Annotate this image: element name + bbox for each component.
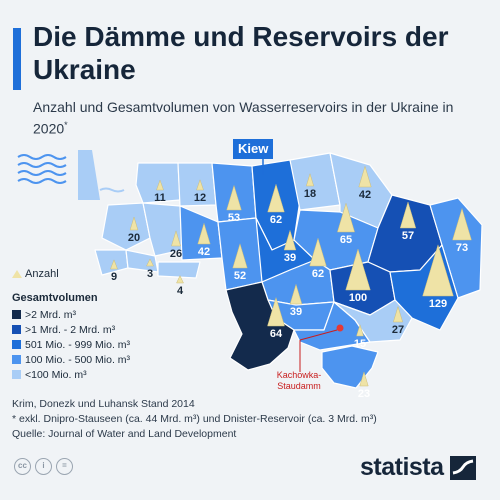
count-label: 100 bbox=[349, 292, 367, 304]
count-marker bbox=[171, 230, 181, 247]
count-label: 42 bbox=[198, 246, 210, 258]
region-wolyn bbox=[135, 162, 181, 204]
legend-swatch bbox=[12, 340, 21, 349]
region-odessa bbox=[225, 281, 295, 371]
count-label: 15 bbox=[354, 338, 366, 350]
capital-label: Kiew bbox=[233, 139, 274, 159]
count-label: 39 bbox=[290, 306, 302, 318]
attribution-icon: i bbox=[35, 458, 52, 475]
count-marker bbox=[267, 183, 285, 213]
count-label: 9 bbox=[111, 271, 117, 283]
count-marker bbox=[267, 296, 285, 327]
statista-logo[interactable]: statista bbox=[360, 453, 476, 482]
count-label: 42 bbox=[359, 189, 371, 201]
kachowka-dam-icon bbox=[336, 324, 344, 332]
legend-item: >1 Mrd. - 2 Mrd. m³ bbox=[12, 322, 130, 337]
count-marker bbox=[156, 179, 164, 191]
count-label: 11 bbox=[154, 192, 166, 204]
page-subtitle: Anzahl und Gesamtvolumen von Wasserreser… bbox=[33, 99, 454, 137]
count-marker bbox=[337, 202, 355, 233]
legend-item: 501 Mio. - 999 Mio. m³ bbox=[12, 337, 130, 352]
triangle-icon bbox=[12, 270, 22, 278]
count-marker bbox=[399, 201, 417, 229]
brand-name: statista bbox=[360, 453, 444, 481]
count-marker bbox=[232, 242, 248, 269]
count-label: 18 bbox=[304, 188, 316, 200]
count-marker bbox=[305, 172, 315, 187]
count-label: 3 bbox=[147, 268, 153, 280]
count-marker bbox=[358, 165, 372, 188]
region-saporischschja bbox=[333, 299, 413, 343]
legend-item: <100 Mio. m³ bbox=[12, 367, 130, 382]
legend-volume-title: Gesamtvolumen bbox=[12, 292, 98, 304]
legend-item: 100 Mio. - 500 Mio. m³ bbox=[12, 352, 130, 367]
count-label: 52 bbox=[234, 270, 246, 282]
legend-count-label: Anzahl bbox=[25, 268, 59, 280]
count-marker bbox=[196, 179, 204, 191]
note-excluded: * exkl. Dnipro-Stauseen (ca. 44 Mrd. m³)… bbox=[12, 413, 377, 425]
dam-pointer-2 bbox=[299, 329, 338, 341]
count-label: 62 bbox=[312, 268, 324, 280]
count-label: 129 bbox=[429, 298, 447, 310]
statista-mark-icon bbox=[449, 455, 476, 480]
region-tscherniwzi bbox=[157, 261, 201, 279]
count-label: 53 bbox=[228, 212, 240, 224]
note-stand: Krim, Donezk und Luhansk Stand 2014 bbox=[12, 398, 195, 410]
note-source: Quelle: Journal of Water and Land Develo… bbox=[12, 428, 237, 440]
count-marker bbox=[146, 258, 154, 267]
dam-illustration-icon bbox=[17, 150, 125, 200]
page-title: Die Dämme und Reservoirs der Ukraine bbox=[33, 21, 449, 85]
count-label: 73 bbox=[456, 242, 468, 254]
legend-swatch bbox=[12, 355, 21, 364]
count-marker bbox=[422, 243, 454, 297]
region-lwiw bbox=[101, 202, 151, 251]
legend-swatch bbox=[12, 310, 21, 319]
legend-swatch bbox=[12, 370, 21, 379]
count-label: 65 bbox=[340, 234, 352, 246]
count-marker bbox=[110, 259, 118, 270]
count-label: 39 bbox=[284, 252, 296, 264]
count-marker bbox=[289, 283, 303, 305]
count-markers: 11 12 53 62 18 42 20 26 42 52 39 65 57 73 9 3 4 62 100 129 3… bbox=[110, 165, 472, 400]
legend-count-key: Anzahl bbox=[12, 268, 130, 280]
count-label: 57 bbox=[402, 230, 414, 242]
count-label: 4 bbox=[177, 285, 184, 297]
count-marker bbox=[283, 229, 297, 251]
count-label: 12 bbox=[194, 192, 206, 204]
count-label: 20 bbox=[128, 232, 140, 244]
count-marker bbox=[345, 248, 371, 291]
count-marker bbox=[197, 222, 211, 245]
count-marker bbox=[226, 184, 242, 211]
legend-item: >2 Mrd. m³ bbox=[12, 307, 130, 322]
count-label: 23 bbox=[358, 388, 370, 400]
count-label: 27 bbox=[392, 324, 404, 336]
cc-license-icon: cc bbox=[14, 458, 31, 475]
count-label: 62 bbox=[270, 214, 282, 226]
accent-bar bbox=[13, 28, 21, 90]
legend-swatch bbox=[12, 325, 21, 334]
count-marker bbox=[129, 216, 139, 231]
count-marker bbox=[356, 323, 364, 337]
region-iwano-frankiwsk bbox=[125, 249, 159, 273]
count-marker bbox=[452, 207, 472, 241]
footnotes: Krim, Donezk und Luhansk Stand 2014 * ex… bbox=[12, 397, 492, 442]
license-icons: cc i = bbox=[14, 458, 73, 475]
count-label: 26 bbox=[170, 248, 182, 260]
no-derivatives-icon: = bbox=[56, 458, 73, 475]
count-marker bbox=[309, 237, 327, 267]
count-label: 64 bbox=[270, 328, 283, 340]
count-marker bbox=[359, 371, 369, 387]
legend: Anzahl Gesamtvolumen >2 Mrd. m³ >1 Mrd. … bbox=[12, 268, 130, 382]
dam-label: Kachowka-Staudamm bbox=[276, 370, 322, 391]
count-marker bbox=[393, 305, 403, 323]
count-marker bbox=[176, 275, 184, 284]
